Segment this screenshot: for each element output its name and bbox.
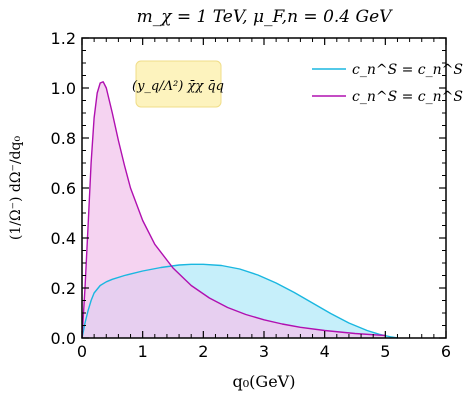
annotation-text: (y_q/Λ²) χ̄χ q̄q [132, 79, 224, 94]
series-1-line [81, 263, 398, 339]
x-tick-label: 5 [380, 342, 390, 361]
y-tick-label: 1.2 [51, 29, 76, 48]
series-lines [81, 81, 398, 339]
legend: c_n^S = c_n^S(0) c_n^S = c_n^S(t) [312, 62, 463, 105]
y-tick-label: 0.6 [51, 179, 76, 198]
y-tick-label: 1.0 [51, 79, 76, 98]
plot-frame [81, 37, 447, 339]
series-2-line [81, 81, 386, 339]
y-tick-label: 0.0 [51, 329, 76, 348]
legend-label-series-1: c_n^S = c_n^S(0) [352, 62, 463, 78]
legend-label-series-2: c_n^S = c_n^S(t) [352, 89, 463, 105]
x-axis-label: q₀(GeV) [233, 372, 296, 391]
y-tick-label: 0.8 [51, 129, 76, 148]
y-tick-label: 0.2 [51, 279, 76, 298]
x-tick-label: 2 [198, 342, 208, 361]
x-tick-label: 6 [441, 342, 451, 361]
series-2-area [82, 81, 386, 339]
series-fills [82, 81, 398, 339]
chart-title: m_χ = 1 TeV, μ_F,n = 0.4 GeV [137, 7, 394, 27]
x-tick-label: 4 [320, 342, 330, 361]
annotation-box [135, 60, 222, 108]
x-tick-label: 1 [138, 342, 148, 361]
x-tick-label: 3 [259, 342, 269, 361]
tick-labels: 0 1 2 3 4 5 6 0.0 0.2 0.4 0.6 0.8 1.0 1.2 [51, 29, 452, 361]
x-tick-label: 0 [77, 342, 87, 361]
y-tick-label: 0.4 [51, 229, 76, 248]
y-axis-label: (1/Ω⁻) dΩ⁻/dq₀ [8, 136, 24, 241]
